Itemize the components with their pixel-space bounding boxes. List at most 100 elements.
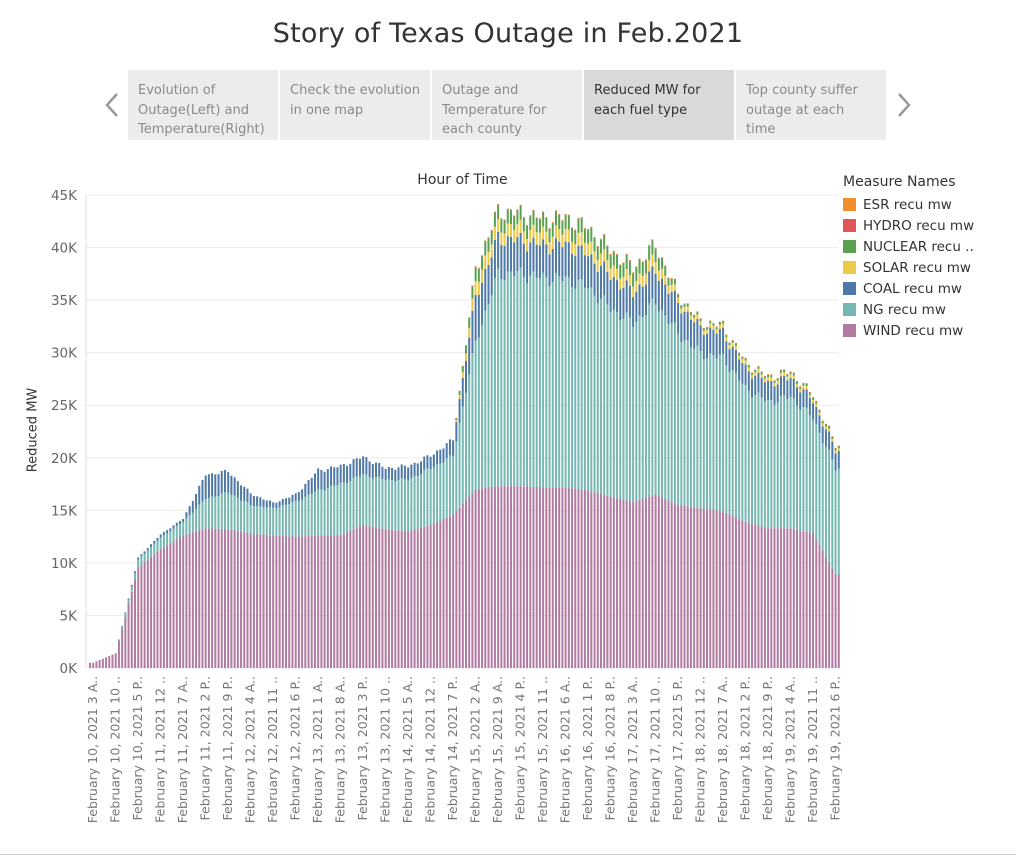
bar-segment: [683, 505, 686, 668]
bar-segment: [307, 494, 310, 537]
bar-segment: [824, 423, 827, 425]
bar-segment: [249, 533, 252, 668]
bar-segment: [436, 464, 439, 523]
bar-segment: [236, 481, 239, 499]
story-point-label: Reduced MW for each fuel type: [594, 83, 701, 118]
bar-segment: [191, 532, 194, 668]
bar-segment: [127, 599, 130, 605]
bar-segment: [712, 323, 715, 324]
bar-segment: [644, 315, 647, 498]
bar-segment: [542, 272, 545, 488]
bar-segment: [644, 259, 647, 260]
bar-segment: [754, 369, 757, 371]
bar-segment: [506, 208, 509, 210]
bar-segment: [731, 342, 734, 347]
bar-segment: [680, 505, 683, 668]
bar-segment: [590, 227, 593, 228]
bar-segment: [275, 502, 278, 509]
bar-segment: [535, 217, 538, 218]
bar-segment: [699, 319, 702, 322]
bar-segment: [802, 531, 805, 668]
story-point-2[interactable]: Check the evolution in one map: [280, 70, 430, 140]
bar-segment: [661, 310, 664, 498]
bar-segment: [355, 458, 358, 477]
legend-label: NG recu mw: [863, 301, 946, 318]
story-point-5[interactable]: Top county suffer outage at each time: [736, 70, 886, 140]
bar-segment: [320, 535, 323, 668]
bar-segment: [718, 510, 721, 668]
bar-segment: [834, 448, 837, 451]
bar-segment: [542, 487, 545, 668]
bar-segment: [535, 277, 538, 487]
bar-segment: [709, 327, 712, 354]
bar-segment: [484, 240, 487, 241]
bar-segment: [124, 616, 127, 668]
next-story-point-button[interactable]: [892, 88, 916, 122]
bar-segment: [773, 382, 776, 387]
bar-segment: [725, 512, 728, 668]
legend-item-esr[interactable]: ESR recu mw: [843, 194, 1013, 215]
story-point-3[interactable]: Outage and Temperature for each county: [432, 70, 582, 140]
bar-segment: [596, 303, 599, 494]
bar-segment: [397, 467, 400, 481]
bar-segment: [394, 530, 397, 668]
bar-segment: [673, 279, 676, 285]
legend-item-hydro[interactable]: HYDRO recu mw: [843, 215, 1013, 236]
legend-item-wind[interactable]: WIND recu mw: [843, 320, 1013, 341]
bar-segment: [670, 277, 673, 279]
bar-segment: [336, 485, 339, 536]
bar-segment: [513, 276, 516, 487]
bar-segment: [587, 288, 590, 491]
bar-segment: [162, 531, 165, 536]
legend-item-ng[interactable]: NG recu mw: [843, 299, 1013, 320]
bar-segment: [718, 322, 721, 323]
bar-segment: [702, 359, 705, 509]
bar-segment: [689, 312, 692, 313]
story-point-4[interactable]: Reduced MW for each fuel type: [584, 70, 734, 140]
bar-segment: [201, 529, 204, 668]
bar-segment: [657, 257, 660, 259]
bar-segment: [548, 228, 551, 230]
bar-segment: [632, 273, 635, 287]
bar-segment: [362, 525, 365, 668]
bar-segment: [490, 487, 493, 668]
bar-segment: [712, 329, 715, 356]
x-tick-label: February 14, 2021 5 A..: [400, 676, 415, 823]
bar-segment: [146, 550, 149, 560]
legend-item-solar[interactable]: SOLAR recu mw: [843, 257, 1013, 278]
bar-segment: [526, 486, 529, 668]
bar-segment: [693, 317, 696, 323]
previous-story-point-button[interactable]: [100, 88, 124, 122]
bar-segment: [262, 499, 265, 508]
bar-segment: [599, 238, 602, 240]
bar-segment: [246, 502, 249, 533]
bar-segment: [612, 497, 615, 668]
bar-segment: [256, 496, 259, 507]
bar-segment: [204, 528, 207, 668]
bar-segment: [731, 339, 734, 341]
bar-segment: [699, 321, 702, 326]
bar-segment: [596, 246, 599, 248]
bar-segment: [664, 275, 667, 285]
bar-segment: [509, 210, 512, 225]
bar-segment: [738, 352, 741, 354]
bar-segment: [204, 499, 207, 529]
bar-segment: [150, 546, 153, 557]
bar-segment: [654, 248, 657, 263]
bar-segment: [153, 554, 156, 668]
bar-segment: [130, 591, 133, 668]
bar-segment: [291, 494, 294, 503]
legend-item-nuclear[interactable]: NUCLEAR recu ..: [843, 236, 1013, 257]
bar-segment: [223, 469, 226, 493]
bar-segment: [313, 535, 316, 668]
bar-segment: [391, 480, 394, 530]
bar-segment: [391, 467, 394, 481]
bar-segment: [619, 265, 622, 279]
bar-segment: [346, 532, 349, 668]
bar-segment: [831, 436, 834, 437]
story-point-1[interactable]: Evolution of Outage(Left) and Temperatur…: [128, 70, 278, 140]
bar-segment: [821, 420, 824, 422]
bar-segment: [519, 219, 522, 233]
legend-item-coal[interactable]: COAL recu mw: [843, 278, 1013, 299]
bar-segment: [387, 479, 390, 530]
